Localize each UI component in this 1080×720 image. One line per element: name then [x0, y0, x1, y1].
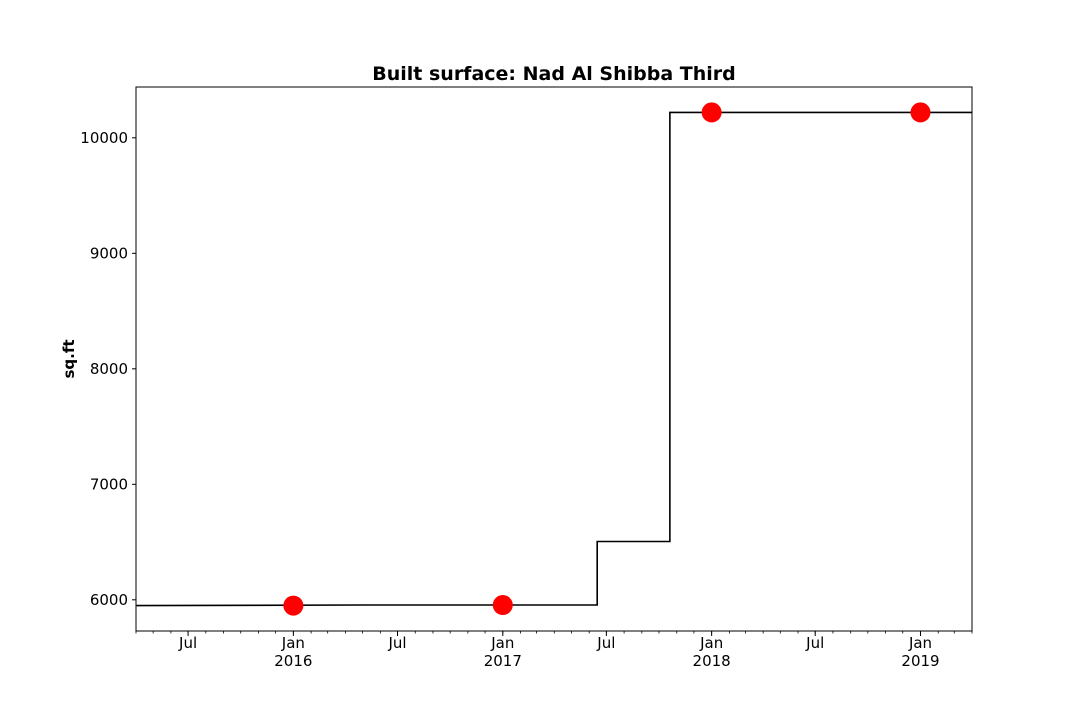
x-tick-label: Jan — [281, 634, 305, 652]
y-tick-label: 9000 — [90, 244, 128, 262]
y-tick-label: 7000 — [90, 475, 128, 493]
y-tick-label: 10000 — [80, 129, 128, 147]
x-tick-label: Jan — [490, 634, 514, 652]
data-point-marker — [701, 102, 722, 123]
x-tick-year-label: 2019 — [901, 652, 939, 670]
x-tick-label: Jul — [596, 634, 615, 652]
x-tick-label: Jan — [908, 634, 932, 652]
x-tick-label: Jan — [699, 634, 723, 652]
y-tick-label: 6000 — [90, 591, 128, 609]
plot-series — [135, 102, 972, 616]
data-point-marker — [492, 595, 513, 616]
plot-frame — [135, 86, 973, 632]
y-axis-ticks: 6000 7000 8000 9000 10000 — [80, 129, 136, 609]
y-axis-label: sq.ft — [60, 339, 78, 378]
y-tick-label: 8000 — [90, 360, 128, 378]
data-point-marker — [283, 595, 304, 616]
x-tick-label: Jul — [387, 634, 406, 652]
built-surface-step-line — [135, 111, 972, 607]
x-tick-year-label: 2018 — [693, 652, 731, 670]
x-tick-year-label: 2016 — [274, 652, 312, 670]
data-point-marker — [910, 102, 931, 123]
x-tick-year-label: 2017 — [484, 652, 522, 670]
chart-title: Built surface: Nad Al Shibba Third — [372, 63, 736, 85]
x-tick-label: Jul — [805, 634, 824, 652]
x-tick-label: Jul — [178, 634, 197, 652]
